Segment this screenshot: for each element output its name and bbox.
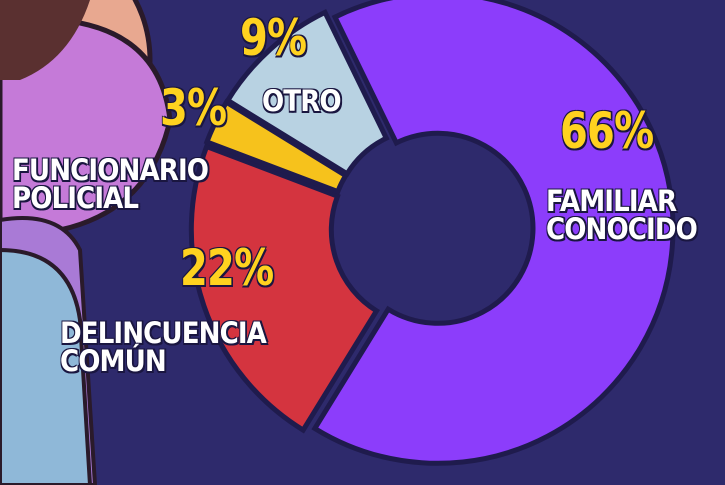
- category-label: DELINCUENCIA COMÚN: [60, 320, 330, 375]
- value-label: 9%: [240, 15, 306, 63]
- category-label: FAMILIAR CONOCIDO: [546, 188, 708, 243]
- value-label: 3%: [160, 85, 226, 133]
- value-label: 66%: [560, 108, 653, 156]
- illustration: [0, 0, 170, 485]
- value-label: 22%: [180, 245, 273, 293]
- category-label: OTRO: [262, 88, 370, 116]
- category-label: FUNCIONARIO POLICIAL: [12, 157, 246, 212]
- page: (() => { const data = JSON.parse(documen…: [0, 0, 725, 485]
